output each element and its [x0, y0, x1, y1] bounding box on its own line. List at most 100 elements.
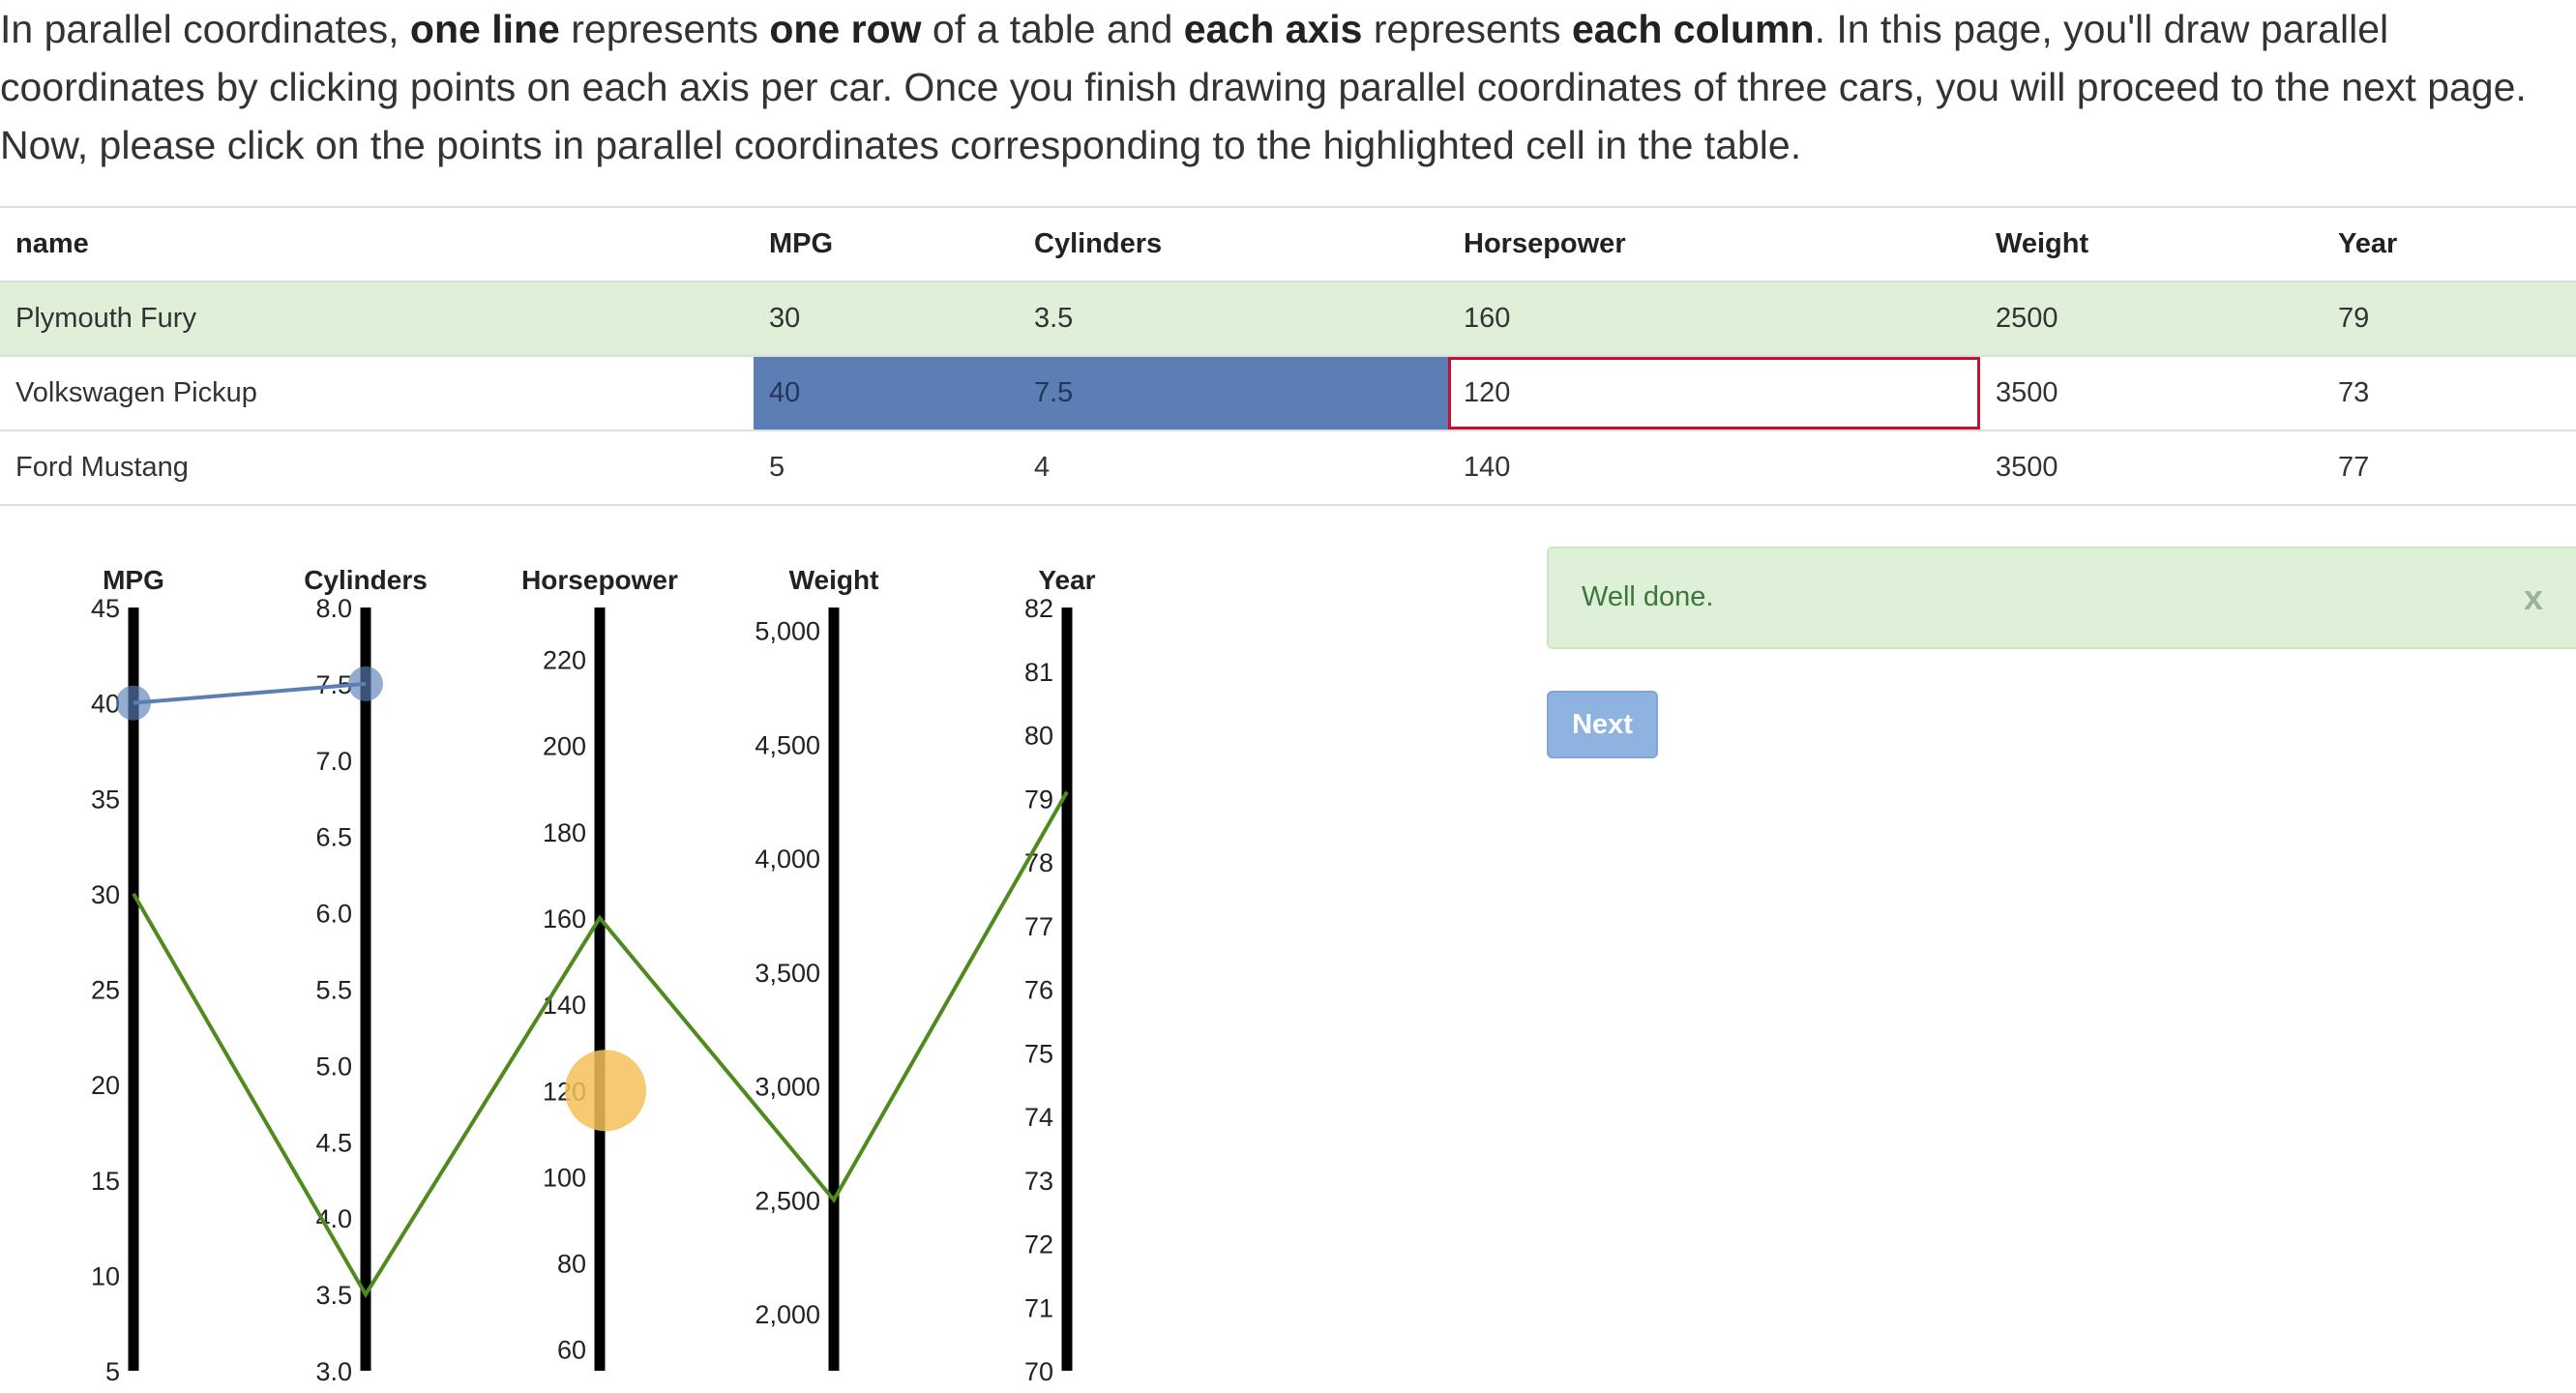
car-data-table: name MPG Cylinders Horsepower Weight Yea…: [0, 206, 2576, 506]
table-cell-drawn: 40: [754, 356, 1019, 431]
table-cell-highlighted-target: 120: [1448, 356, 1980, 431]
intro-text: In parallel coordinates,: [0, 7, 410, 51]
intro-text: represents: [559, 7, 770, 51]
table-cell: 4: [1019, 430, 1448, 506]
column-header-cylinders: Cylinders: [1019, 206, 1448, 282]
tick-label: 180: [543, 818, 586, 847]
table-row-pending: Ford Mustang 5 4 140 3500 77: [0, 430, 2576, 506]
tick-label: 3,500: [755, 959, 820, 988]
completed-car-line: [132, 790, 1069, 1298]
tick-label: 74: [1024, 1103, 1053, 1132]
axis-title-cylinders: Cylinders: [304, 565, 428, 595]
tick-label: 35: [91, 785, 120, 814]
table-cell: 3500: [1980, 356, 2323, 431]
tick-label: 8.0: [315, 594, 352, 623]
intro-emphasis: each column: [1571, 7, 1815, 51]
tick-label: 6.5: [315, 823, 352, 852]
tick-label: 10: [91, 1261, 120, 1290]
instructions-text: In parallel coordinates, one line repres…: [0, 0, 2554, 174]
target-point-highlight[interactable]: [565, 1050, 646, 1132]
placed-point-marker: [116, 685, 151, 721]
column-header-horsepower: Horsepower: [1448, 206, 1980, 282]
tick-label: 72: [1024, 1230, 1053, 1260]
table-cell: Plymouth Fury: [0, 282, 754, 357]
table-cell: 30: [754, 282, 1019, 357]
tick-label: 4.5: [315, 1128, 352, 1157]
tick-label: 140: [543, 991, 586, 1020]
tick-label: 3.5: [315, 1281, 352, 1310]
tick-label: 200: [543, 732, 586, 761]
intro-emphasis: one row: [769, 7, 922, 51]
tick-label: 5: [105, 1357, 120, 1386]
axis-title-mpg: MPG: [103, 565, 164, 595]
in-progress-car-line: [133, 681, 367, 705]
column-header-name: name: [0, 206, 754, 282]
tick-label: 5.5: [315, 976, 352, 1005]
table-cell: 160: [1448, 282, 1980, 357]
intro-text: of a table and: [921, 7, 1184, 51]
tick-label: 160: [543, 904, 586, 934]
tick-label: 220: [543, 645, 586, 674]
table-cell: 5: [754, 430, 1019, 506]
tick-label: 76: [1024, 976, 1053, 1005]
table-cell: 140: [1448, 430, 1980, 506]
tick-label: 81: [1024, 658, 1053, 687]
column-header-year: Year: [2323, 206, 2576, 282]
table-cell: Volkswagen Pickup: [0, 356, 754, 431]
column-header-mpg: MPG: [754, 206, 1019, 282]
tick-label: 5.0: [315, 1052, 352, 1081]
intro-emphasis: one line: [409, 7, 560, 51]
parallel-coordinates-chart[interactable]: MPG51015202530354045Cylinders3.03.54.04.…: [0, 551, 1161, 1393]
tick-label: 45: [91, 594, 120, 623]
tick-label: 77: [1024, 912, 1053, 941]
tick-label: 73: [1024, 1167, 1053, 1196]
table-cell: Ford Mustang: [0, 430, 754, 506]
tick-label: 75: [1024, 1039, 1053, 1068]
axis-title-year: Year: [1038, 565, 1095, 595]
axis-title-weight: Weight: [789, 565, 879, 595]
tick-label: 70: [1024, 1357, 1053, 1386]
tick-label: 79: [1024, 785, 1053, 814]
tick-label: 20: [91, 1071, 120, 1100]
tick-label: 78: [1024, 848, 1053, 877]
tick-label: 60: [557, 1336, 586, 1365]
tick-label: 80: [1024, 722, 1053, 751]
tick-label: 40: [91, 690, 120, 719]
tick-label: 15: [91, 1167, 120, 1196]
table-cell-drawn: 7.5: [1019, 356, 1448, 431]
intro-text: represents: [1362, 7, 1572, 51]
tick-label: 2,000: [755, 1300, 820, 1329]
tick-label: 82: [1024, 594, 1053, 623]
tick-label: 4,000: [755, 845, 820, 874]
table-cell: 77: [2323, 430, 2576, 506]
tick-label: 3.0: [315, 1357, 352, 1386]
tick-label: 80: [557, 1250, 586, 1279]
table-cell: 3500: [1980, 430, 2323, 506]
axis-title-horsepower: Horsepower: [521, 565, 678, 595]
tick-label: 2,500: [755, 1186, 820, 1215]
table-cell: 73: [2323, 356, 2576, 431]
table-cell: 79: [2323, 282, 2576, 357]
tick-label: 4,500: [755, 730, 820, 759]
table-row-completed: Plymouth Fury 30 3.5 160 2500 79: [0, 282, 2576, 357]
tick-label: 71: [1024, 1293, 1053, 1322]
tick-label: 5,000: [755, 617, 820, 646]
table-row-current: Volkswagen Pickup 40 7.5 120 3500 73: [0, 356, 2576, 431]
tick-label: 25: [91, 976, 120, 1005]
placed-point-marker: [348, 666, 383, 701]
table-cell: 2500: [1980, 282, 2323, 357]
column-header-weight: Weight: [1980, 206, 2323, 282]
next-button[interactable]: Next: [1547, 691, 1658, 758]
table-header-row: name MPG Cylinders Horsepower Weight Yea…: [0, 206, 2576, 282]
success-alert: Well done. x: [1547, 547, 2576, 649]
tick-label: 100: [543, 1163, 586, 1192]
alert-message: Well done.: [1582, 581, 1714, 612]
close-icon[interactable]: x: [2524, 578, 2544, 617]
table-cell: 3.5: [1019, 282, 1448, 357]
intro-emphasis: each axis: [1183, 7, 1363, 51]
tick-label: 7.0: [315, 747, 352, 776]
tick-label: 30: [91, 880, 120, 909]
tick-label: 3,000: [755, 1073, 820, 1102]
intro-text: . In this page, you'll draw parallel coo…: [0, 7, 2527, 167]
tick-label: 6.0: [315, 900, 352, 929]
